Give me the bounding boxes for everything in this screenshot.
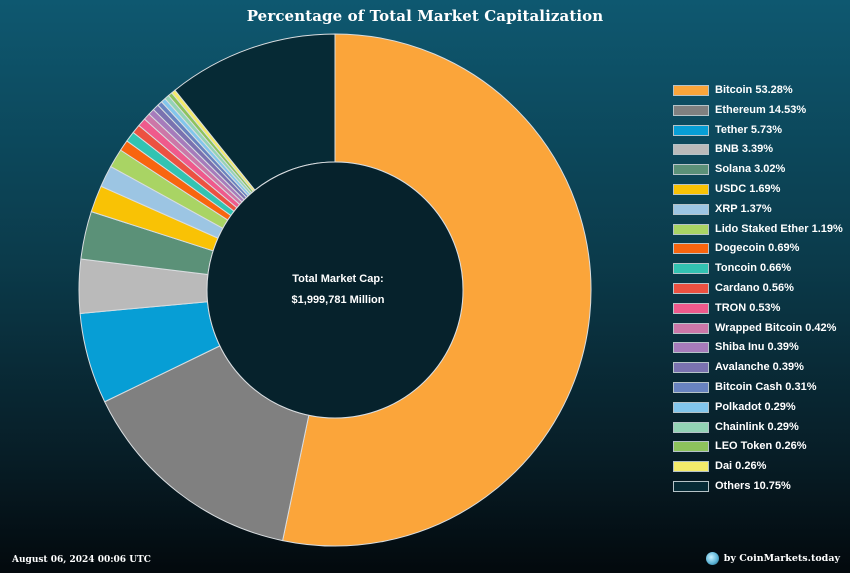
legend-swatch — [673, 243, 709, 255]
legend-label: Ethereum 14.53% — [715, 103, 807, 116]
legend-swatch — [673, 282, 709, 294]
legend-swatch — [673, 381, 709, 393]
chart-title: Percentage of Total Market Capitalizatio… — [246, 7, 604, 25]
legend-swatch — [673, 302, 709, 314]
legend-label: USDC 1.69% — [715, 182, 781, 195]
legend-label: Chainlink 0.29% — [715, 420, 799, 433]
legend-label: XRP 1.37% — [715, 202, 772, 215]
legend-swatch — [673, 85, 709, 96]
legend-swatch — [673, 124, 709, 136]
legend-swatch — [673, 144, 709, 156]
legend-label: Others 10.75% — [715, 479, 791, 492]
legend-swatch — [673, 164, 709, 176]
legend-label: Avalanche 0.39% — [715, 361, 804, 374]
legend-label: Wrapped Bitcoin 0.42% — [715, 321, 837, 334]
legend-swatch — [673, 362, 709, 374]
legend-label: Cardano 0.56% — [715, 281, 794, 294]
legend-label: Solana 3.02% — [715, 163, 786, 176]
legend-label: Bitcoin Cash 0.31% — [715, 380, 817, 393]
legend-swatch — [673, 342, 709, 354]
credit[interactable]: by CoinMarkets.today — [705, 551, 840, 565]
legend-label: LEO Token 0.26% — [715, 440, 807, 453]
legend-label: Dai 0.26% — [715, 460, 767, 473]
legend-swatch — [673, 421, 709, 433]
legend-label: Bitcoin 53.28% — [715, 84, 793, 96]
legend-label: BNB 3.39% — [715, 143, 774, 156]
legend-label: Shiba Inu 0.39% — [715, 341, 799, 354]
legend-swatch — [673, 441, 709, 453]
legend-label: Polkadot 0.29% — [715, 400, 796, 413]
footer-date: August 06, 2024 00:06 UTC — [12, 555, 151, 565]
center-label-title: Total Market Cap: — [292, 273, 384, 285]
legend-label: Toncoin 0.66% — [715, 262, 792, 275]
globe-icon — [705, 551, 719, 565]
legend-label: TRON 0.53% — [715, 301, 781, 314]
legend-label: Lido Staked Ether 1.19% — [715, 222, 843, 235]
credit-text: by CoinMarkets.today — [723, 552, 840, 564]
legend-swatch — [673, 480, 709, 492]
legend-swatch — [673, 401, 709, 413]
legend-swatch — [673, 322, 709, 334]
legend-swatch — [673, 203, 709, 215]
legend-swatch — [673, 104, 709, 116]
legend-swatch — [673, 223, 709, 235]
donut-hole — [206, 161, 464, 419]
legend-swatch — [673, 183, 709, 195]
legend-label: Dogecoin 0.69% — [715, 242, 800, 255]
legend-swatch — [673, 461, 709, 473]
legend-swatch — [673, 263, 709, 275]
legend-label: Tether 5.73% — [715, 123, 783, 136]
center-label-value: $1,999,781 Million — [291, 294, 385, 306]
